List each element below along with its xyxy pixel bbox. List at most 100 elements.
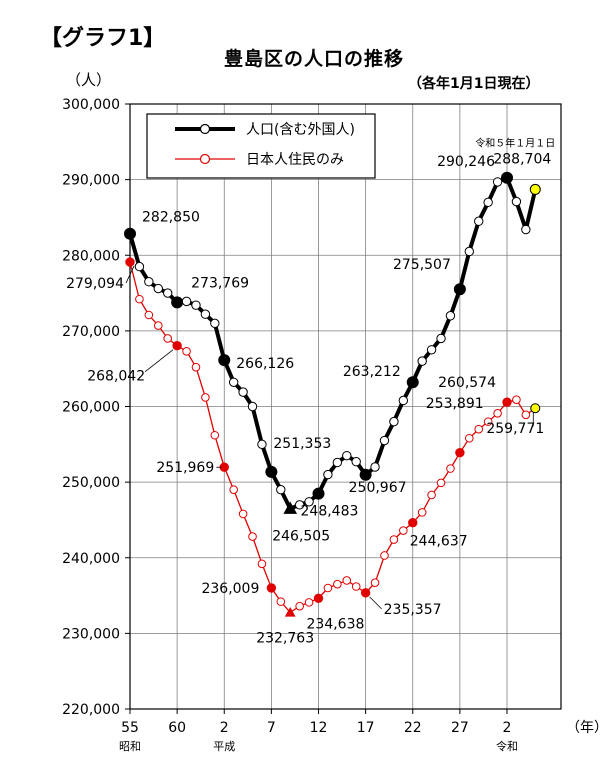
data-point xyxy=(229,485,238,494)
data-label: 250,967 xyxy=(349,480,407,496)
series-line-total xyxy=(128,175,538,511)
data-point xyxy=(228,377,239,387)
data-point xyxy=(276,484,286,495)
data-point-minimum xyxy=(284,606,296,617)
data-point xyxy=(265,465,278,478)
data-label: 282,850 xyxy=(142,210,200,226)
data-point xyxy=(502,397,512,407)
y-tick-label: 250,000 xyxy=(62,475,120,491)
data-point xyxy=(182,346,191,356)
data-point xyxy=(257,559,267,569)
data-label: 259,771 xyxy=(486,421,544,437)
data-label: 290,246 xyxy=(437,154,495,170)
x-tick-label: 55 xyxy=(121,720,139,736)
data-point xyxy=(171,296,184,309)
data-point xyxy=(191,362,201,372)
data-point xyxy=(210,430,220,440)
legend: 人口(含む外国人) 日本人住民のみ xyxy=(146,113,376,179)
data-point xyxy=(398,395,409,406)
y-axis: 220,000 230,000 240,000 250,000 260,000 270,0… xyxy=(62,97,130,718)
data-label: 248,483 xyxy=(301,504,359,520)
data-point xyxy=(465,433,474,443)
legend-marker-total xyxy=(199,123,211,135)
x-era-label: 昭和 xyxy=(119,740,141,753)
data-point xyxy=(474,216,484,226)
data-point xyxy=(257,439,267,450)
data-point xyxy=(276,597,286,606)
graph-tag: 【グラフ1】 xyxy=(40,26,166,51)
data-label: 234,638 xyxy=(307,616,365,632)
data-point xyxy=(266,583,277,593)
x-tick-label: 7 xyxy=(267,720,276,736)
y-tick-label: 290,000 xyxy=(62,173,120,189)
data-point xyxy=(512,395,521,404)
legend-box xyxy=(146,113,376,179)
data-point xyxy=(379,435,390,446)
data-point xyxy=(201,393,210,402)
data-point xyxy=(389,535,399,544)
x-tick-label: 2 xyxy=(220,720,229,736)
y-axis-unit: （人） xyxy=(66,71,112,89)
data-point xyxy=(210,318,220,329)
data-point xyxy=(238,387,248,397)
x-era-label: 平成 xyxy=(213,740,235,753)
data-label: 263,212 xyxy=(343,364,401,380)
data-point xyxy=(200,309,211,319)
series xyxy=(124,171,541,617)
y-tick-label: 230,000 xyxy=(62,626,120,642)
data-point xyxy=(294,500,305,510)
chart-note: （各年1月1日現在） xyxy=(408,76,540,92)
label-leader xyxy=(369,596,382,610)
x-tick-label: 12 xyxy=(310,720,328,736)
label-leader xyxy=(144,349,174,372)
data-point xyxy=(370,462,380,472)
data-point xyxy=(247,401,258,412)
data-point xyxy=(417,356,427,366)
data-label: 251,353 xyxy=(273,436,331,452)
data-label: 275,507 xyxy=(393,257,451,273)
data-point xyxy=(144,277,154,287)
grid xyxy=(130,104,561,709)
data-point xyxy=(304,598,314,607)
data-point xyxy=(124,227,136,240)
x-axis-unit: （年） xyxy=(566,720,602,736)
data-point xyxy=(332,457,343,468)
x-axis: 55 昭和 60 2 平成 7 12 17 22 27 2 令和 （年） xyxy=(119,709,602,753)
data-point xyxy=(191,300,201,310)
x-tick-label: 27 xyxy=(451,720,469,736)
data-point xyxy=(163,288,173,298)
data-label: 246,505 xyxy=(272,529,330,545)
data-label: 273,769 xyxy=(191,275,249,291)
data-point xyxy=(153,283,163,294)
data-point xyxy=(153,321,163,330)
data-point xyxy=(313,593,324,604)
data-point xyxy=(181,296,192,307)
data-point xyxy=(501,171,513,184)
data-point xyxy=(436,478,446,488)
data-point xyxy=(323,583,333,593)
data-point xyxy=(426,345,437,355)
data-point xyxy=(342,576,352,585)
data-point xyxy=(333,579,342,589)
data-point xyxy=(219,462,229,472)
data-label: 288,704 xyxy=(493,151,551,167)
data-point xyxy=(342,450,352,461)
data-point xyxy=(521,224,531,235)
legend-label-total: 人口(含む外国人) xyxy=(246,122,355,138)
data-point xyxy=(238,509,248,519)
data-point xyxy=(163,334,172,343)
data-point xyxy=(380,551,389,560)
data-point xyxy=(304,497,314,507)
data-label: 260,574 xyxy=(438,375,496,391)
y-tick-label: 280,000 xyxy=(62,248,120,264)
data-label: 236,009 xyxy=(201,581,259,597)
data-point xyxy=(370,578,380,588)
data-point xyxy=(323,469,333,480)
data-label: 235,357 xyxy=(384,602,442,618)
data-point xyxy=(351,582,361,591)
y-tick-label: 220,000 xyxy=(62,702,120,718)
data-point xyxy=(125,257,135,267)
data-point xyxy=(455,447,465,458)
y-tick-label: 260,000 xyxy=(62,400,120,416)
